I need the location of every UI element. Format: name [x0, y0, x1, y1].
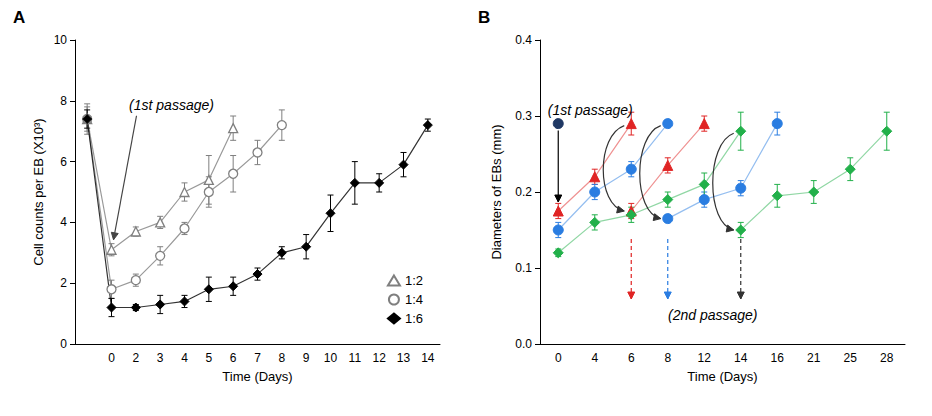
- svg-text:1:6: 1:6: [405, 311, 423, 326]
- svg-text:1:4: 1:4: [405, 292, 423, 307]
- svg-text:16: 16: [771, 351, 785, 365]
- svg-text:A: A: [13, 8, 25, 27]
- svg-text:10: 10: [54, 33, 68, 47]
- svg-text:Time (Days): Time (Days): [222, 369, 292, 384]
- svg-text:13: 13: [397, 351, 411, 365]
- svg-text:B: B: [478, 8, 490, 27]
- svg-text:8: 8: [60, 94, 67, 108]
- svg-text:21: 21: [807, 351, 821, 365]
- svg-text:(1st passage): (1st passage): [548, 102, 633, 118]
- svg-text:6: 6: [230, 351, 237, 365]
- svg-text:12: 12: [372, 351, 386, 365]
- svg-text:4: 4: [591, 351, 598, 365]
- svg-text:(1st passage): (1st passage): [129, 97, 214, 113]
- svg-text:Time (Days): Time (Days): [687, 369, 757, 384]
- svg-text:4: 4: [60, 215, 67, 229]
- svg-text:0.0: 0.0: [515, 337, 532, 351]
- svg-text:0.1: 0.1: [515, 261, 532, 275]
- svg-text:3: 3: [157, 351, 164, 365]
- svg-text:11: 11: [349, 351, 362, 365]
- svg-text:14: 14: [421, 351, 435, 365]
- svg-text:0: 0: [60, 337, 67, 351]
- svg-text:25: 25: [844, 351, 858, 365]
- svg-text:5: 5: [205, 351, 212, 365]
- svg-text:0: 0: [108, 351, 115, 365]
- svg-text:28: 28: [880, 351, 894, 365]
- svg-text:7: 7: [254, 351, 261, 365]
- svg-text:(2nd passage): (2nd passage): [668, 307, 758, 323]
- svg-text:Cell counts per EB (X10³): Cell counts per EB (X10³): [31, 118, 46, 265]
- svg-text:8: 8: [664, 351, 671, 365]
- svg-text:9: 9: [303, 351, 310, 365]
- svg-text:2: 2: [132, 351, 139, 365]
- svg-text:0.2: 0.2: [515, 185, 532, 199]
- svg-text:0: 0: [555, 351, 562, 365]
- svg-text:10: 10: [324, 351, 338, 365]
- svg-text:2: 2: [60, 276, 67, 290]
- svg-text:6: 6: [60, 155, 67, 169]
- svg-text:12: 12: [698, 351, 712, 365]
- svg-text:0.3: 0.3: [515, 109, 532, 123]
- svg-text:14: 14: [734, 351, 748, 365]
- svg-text:8: 8: [278, 351, 285, 365]
- svg-text:1:2: 1:2: [405, 273, 423, 288]
- svg-text:6: 6: [628, 351, 635, 365]
- svg-text:0.4: 0.4: [515, 33, 532, 47]
- svg-text:4: 4: [181, 351, 188, 365]
- svg-text:Diameters of EBs (mm): Diameters of EBs (mm): [489, 124, 504, 259]
